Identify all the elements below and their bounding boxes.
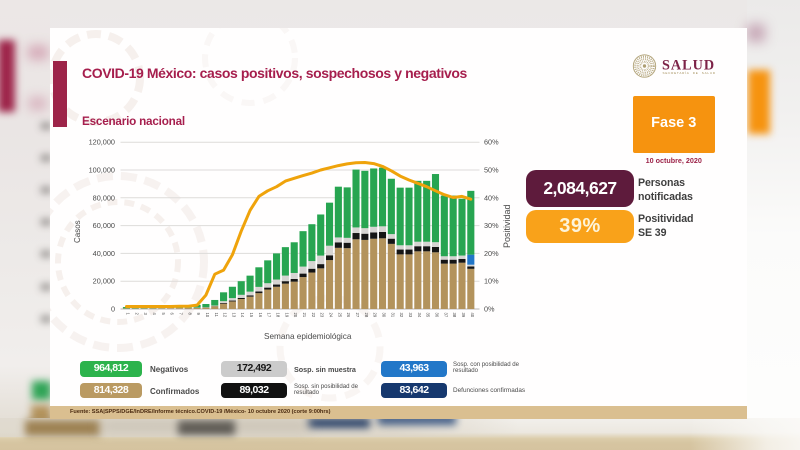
svg-text:50%: 50% (484, 166, 499, 175)
svg-text:2: 2 (134, 313, 139, 316)
svg-text:120,000: 120,000 (89, 138, 115, 147)
svg-text:33: 33 (408, 313, 413, 318)
svg-text:60,000: 60,000 (93, 221, 115, 230)
svg-text:8: 8 (187, 313, 192, 316)
svg-text:36: 36 (435, 313, 440, 318)
svg-text:39: 39 (461, 313, 466, 318)
svg-text:60%: 60% (484, 138, 499, 147)
svg-text:19: 19 (284, 313, 289, 318)
svg-text:20,000: 20,000 (93, 277, 115, 286)
svg-text:6: 6 (170, 313, 175, 316)
svg-text:10: 10 (205, 313, 210, 318)
svg-text:4: 4 (152, 313, 157, 316)
svg-text:5: 5 (161, 313, 166, 316)
svg-text:Positividad: Positividad (502, 204, 512, 248)
svg-text:37: 37 (443, 313, 448, 318)
svg-text:Casos: Casos (73, 220, 82, 243)
svg-text:34: 34 (417, 313, 422, 318)
svg-text:25: 25 (337, 313, 342, 318)
svg-text:SALUD: SALUD (662, 58, 715, 74)
svg-text:22: 22 (311, 313, 316, 318)
svg-text:20: 20 (293, 313, 298, 318)
svg-text:40%: 40% (484, 193, 499, 202)
svg-text:0: 0 (111, 305, 115, 314)
svg-text:7: 7 (178, 313, 183, 316)
svg-text:16: 16 (258, 313, 263, 318)
svg-text:100,000: 100,000 (89, 166, 115, 175)
svg-text:80,000: 80,000 (93, 193, 115, 202)
svg-text:10%: 10% (484, 277, 499, 286)
svg-text:29: 29 (373, 313, 378, 318)
svg-text:35: 35 (426, 313, 431, 318)
svg-text:20%: 20% (484, 249, 499, 258)
svg-text:30%: 30% (484, 221, 499, 230)
svg-text:14: 14 (240, 313, 245, 318)
svg-text:0%: 0% (484, 305, 495, 314)
svg-text:23: 23 (320, 313, 325, 318)
svg-text:11: 11 (214, 313, 219, 318)
svg-text:40: 40 (470, 313, 475, 318)
svg-text:SECRETARÍA DE SALUD: SECRETARÍA DE SALUD (663, 71, 716, 75)
svg-text:26: 26 (346, 313, 351, 318)
svg-text:17: 17 (267, 313, 272, 318)
svg-text:24: 24 (329, 313, 334, 318)
svg-text:40,000: 40,000 (93, 249, 115, 258)
svg-text:27: 27 (355, 313, 360, 318)
svg-text:1: 1 (126, 313, 131, 316)
svg-text:21: 21 (302, 313, 307, 318)
svg-text:28: 28 (364, 313, 369, 318)
svg-text:18: 18 (276, 313, 281, 318)
svg-text:Semana epidemiológica: Semana epidemiológica (264, 332, 352, 341)
svg-text:13: 13 (231, 313, 236, 318)
svg-text:38: 38 (452, 313, 457, 318)
svg-text:9: 9 (196, 313, 201, 316)
svg-text:3: 3 (143, 313, 148, 316)
svg-text:32: 32 (399, 313, 404, 318)
svg-text:31: 31 (390, 313, 395, 318)
svg-text:30: 30 (382, 313, 387, 318)
svg-text:12: 12 (223, 313, 228, 318)
svg-text:15: 15 (249, 313, 254, 318)
